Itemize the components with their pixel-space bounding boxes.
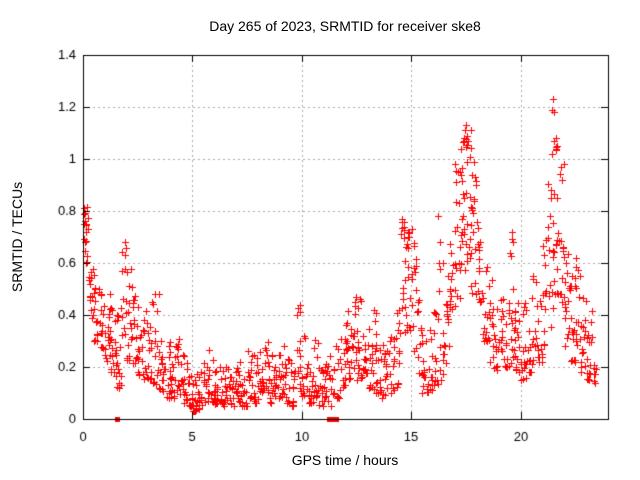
x-axis-label: GPS time / hours: [291, 452, 399, 468]
chart-title: Day 265 of 2023, SRMTID for receiver ske…: [209, 18, 481, 34]
y-axis-label: SRMTID / TECUs: [9, 181, 25, 293]
